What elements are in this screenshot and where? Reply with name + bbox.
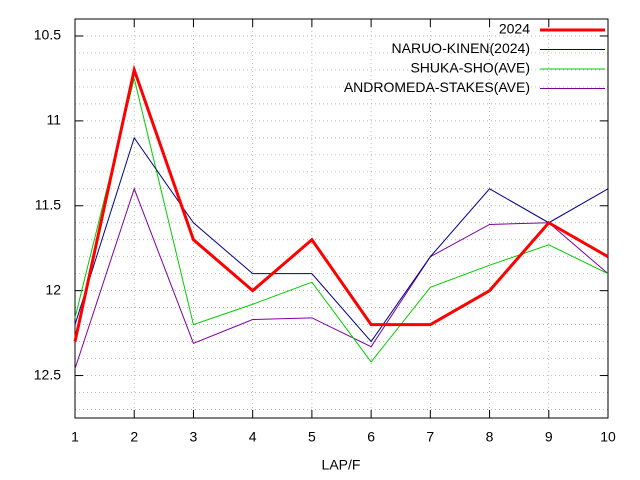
- x-tick-label: 5: [308, 429, 316, 445]
- legend-label: ANDROMEDA-STAKES(AVE): [344, 79, 530, 95]
- x-tick-label: 9: [545, 429, 553, 445]
- series-line: [74, 78, 609, 363]
- y-tick-label: 12.5: [34, 366, 61, 382]
- x-axis-label: LAP/F: [322, 457, 361, 473]
- legend-label: NARUO-KINEN(2024): [392, 40, 530, 56]
- x-tick-label: 8: [486, 429, 494, 445]
- x-tick-label: 4: [249, 429, 257, 445]
- y-tick-label: 12: [45, 281, 61, 297]
- y-tick-label: 10.5: [34, 27, 61, 43]
- plot-frame: [74, 18, 609, 419]
- x-tick-label: 7: [426, 429, 434, 445]
- legend-label: 2024: [499, 21, 530, 37]
- y-tick-label: 11.5: [35, 196, 61, 212]
- x-tick-label: 2: [130, 429, 138, 445]
- series-line: [74, 187, 609, 369]
- x-tick-label: 6: [367, 429, 375, 445]
- x-tick-label: 3: [190, 429, 198, 445]
- legend-label: SHUKA-SHO(AVE): [410, 60, 530, 76]
- x-tick-label: 10: [600, 429, 616, 445]
- x-tick-label: 1: [71, 429, 79, 445]
- series-line: [73, 64, 609, 342]
- y-tick-label: 11: [46, 112, 61, 128]
- series-line: [74, 136, 609, 343]
